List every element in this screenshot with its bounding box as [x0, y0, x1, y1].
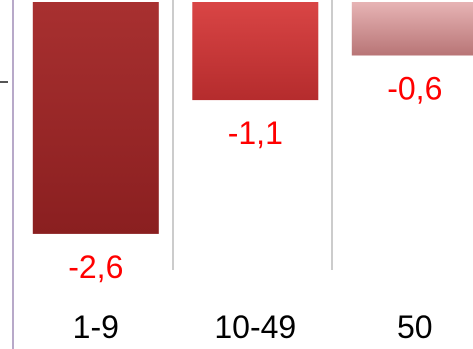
x-tick-label-50: 50: [397, 309, 433, 345]
data-label-1-9: -2,6: [68, 249, 123, 285]
data-label-10-49: -1,1: [228, 115, 283, 151]
bar-50: [351, 2, 473, 56]
x-tick-labels-group: 1-9 10-49 50: [73, 309, 433, 345]
data-labels-group: -2,6 -1,1 -0,6: [68, 71, 442, 285]
x-tick-label-1-9: 1-9: [73, 309, 119, 345]
x-tick-label-10-49: 10-49: [214, 309, 296, 345]
bars-group: [32, 2, 473, 234]
data-label-50: -0,6: [387, 71, 442, 107]
bar-10-49: [192, 2, 319, 101]
bar-1-9: [32, 2, 159, 234]
